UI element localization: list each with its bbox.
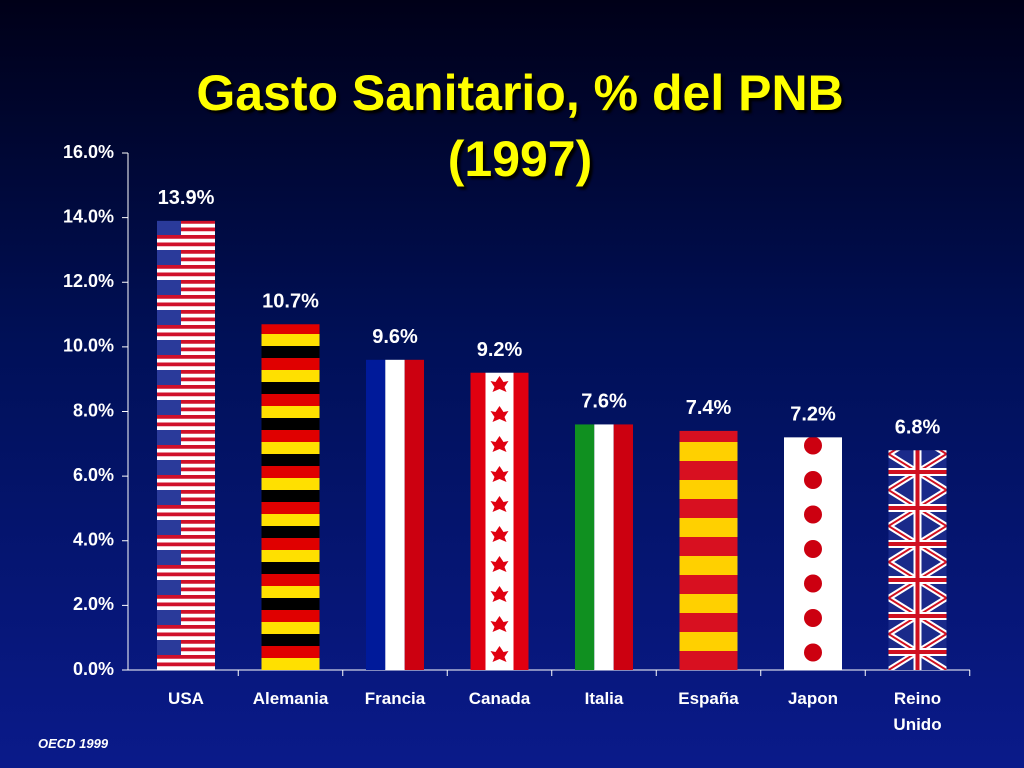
y-tick-label: 8.0% — [73, 400, 114, 420]
value-label: 9.2% — [477, 339, 523, 361]
y-tick-label: 2.0% — [73, 594, 114, 614]
value-label: 7.6% — [581, 391, 627, 413]
y-tick-label: 4.0% — [73, 530, 114, 550]
value-label: 7.2% — [790, 404, 836, 426]
bar — [157, 220, 215, 670]
y-tick-label: 10.0% — [63, 336, 114, 356]
x-tick-label: Canada — [468, 689, 531, 708]
value-label: 9.6% — [372, 326, 418, 348]
y-tick-label: 14.0% — [63, 206, 114, 226]
bar — [679, 430, 738, 670]
x-tick-label: Italia — [584, 689, 624, 708]
chart-title: Gasto Sanitario, % del PNB (1997) — [196, 65, 844, 187]
bar — [888, 450, 947, 670]
x-tick-label: España — [678, 689, 739, 708]
x-tick-label: Reino Unido — [893, 689, 942, 734]
x-tick-label: Japon — [787, 689, 839, 708]
bar — [784, 437, 842, 670]
bar — [575, 424, 633, 670]
value-label: 10.7% — [262, 291, 319, 313]
y-tick-label: 0.0% — [73, 659, 114, 679]
bar — [470, 372, 529, 670]
bar — [366, 359, 424, 670]
x-tick-label: USA — [168, 689, 204, 708]
y-tick-label: 16.0% — [63, 142, 114, 162]
y-tick-label: 6.0% — [73, 465, 114, 485]
value-label: 6.8% — [895, 417, 941, 439]
x-tick-label: Francia — [364, 689, 426, 708]
value-label: 13.9% — [158, 187, 215, 209]
x-tick-label: Alemania — [252, 689, 329, 708]
y-tick-label: 12.0% — [63, 271, 114, 291]
bar — [261, 324, 320, 670]
source-note: OECD 1999 — [38, 736, 109, 751]
value-label: 7.4% — [686, 397, 732, 419]
